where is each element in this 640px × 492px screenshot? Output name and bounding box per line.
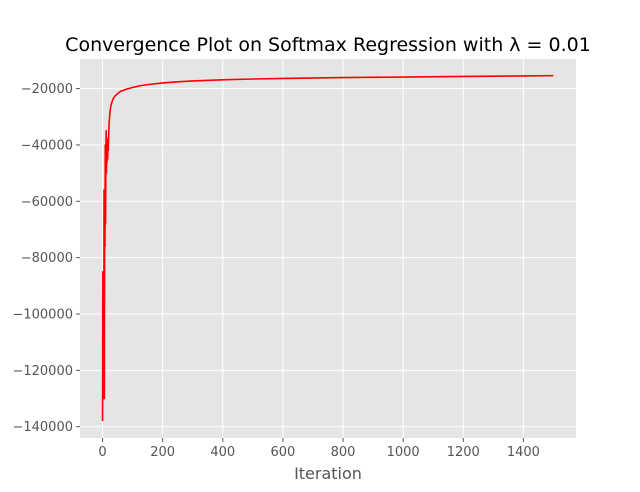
x-tick-label: 1000: [387, 445, 420, 460]
x-tick-label: 200: [150, 445, 175, 460]
x-tick-label: 800: [331, 445, 356, 460]
y-tick-label: −20000: [21, 82, 73, 97]
series-lines: [101, 74, 554, 422]
y-tick-label: −140000: [12, 420, 73, 435]
grid-lines: [80, 59, 576, 438]
x-tick-label: 1400: [507, 445, 540, 460]
x-tick-label: 600: [270, 445, 295, 460]
x-axis-label: Iteration: [294, 464, 362, 483]
plot-background: [80, 59, 576, 438]
x-tick-label: 0: [98, 445, 106, 460]
y-tick-label: −100000: [12, 308, 73, 323]
x-axis-ticks: 0 200 400 600 800 1000 1200 1400: [98, 438, 540, 460]
y-tick-label: −120000: [12, 364, 73, 379]
y-tick-label: −40000: [21, 138, 73, 153]
x-tick-label: 400: [210, 445, 235, 460]
y-tick-label: −60000: [21, 195, 73, 210]
y-tick-label: −80000: [21, 251, 73, 266]
x-tick-label: 1200: [447, 445, 480, 460]
chart-title: Convergence Plot on Softmax Regression w…: [65, 34, 591, 56]
series-line-0: [101, 74, 554, 422]
y-axis-ticks: −140000 −120000 −100000 −80000 −60000 −40000 −…: [12, 82, 80, 435]
